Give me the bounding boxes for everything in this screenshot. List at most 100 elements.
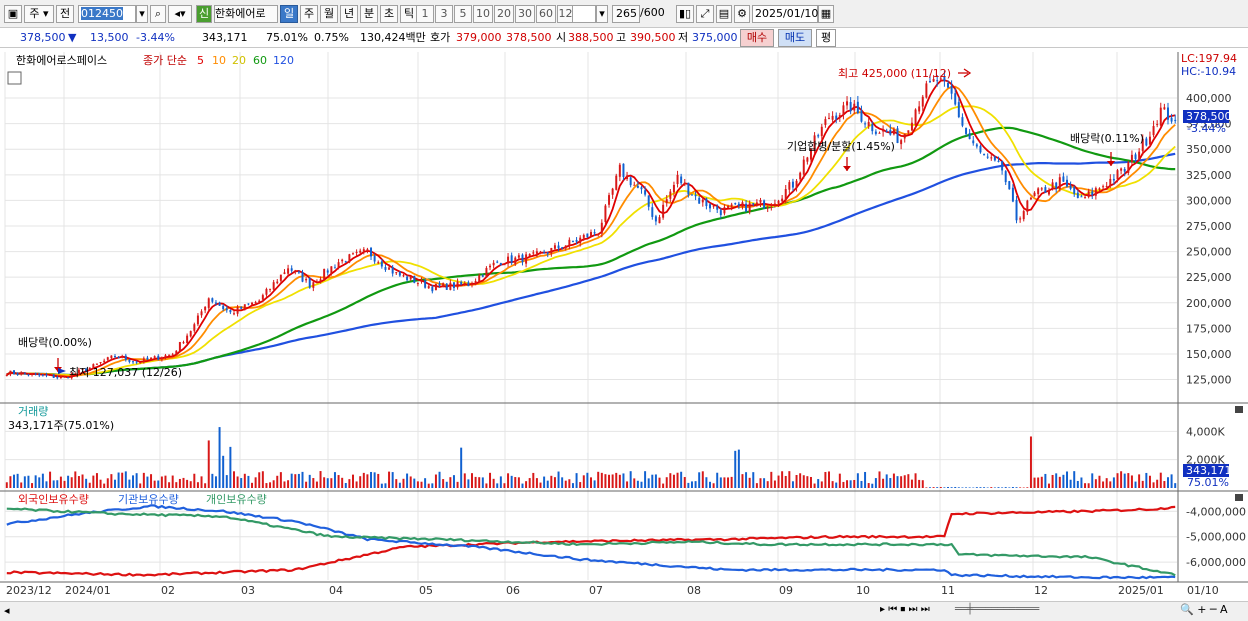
candle-body [568,239,571,246]
scroll-controls[interactable]: ▸ ⏮ ⏹ ⏭ ⏭ [880,604,930,615]
scroll-left-icon[interactable]: ◂ [4,604,10,617]
volume-bar [618,474,621,488]
buy-button[interactable]: 매수 [740,29,774,47]
volume-bar [651,474,654,488]
volume-bar [543,476,546,488]
volume-bar [1015,487,1018,488]
gear-icon[interactable]: ⚙ [734,5,750,23]
volume-bar [438,471,441,488]
volume-bar [420,481,423,488]
volume-bar [723,477,726,488]
legend-ma20: 20 [232,54,246,67]
count-input[interactable]: 265 [612,5,640,23]
interval-button-10[interactable]: 10 [473,5,493,23]
interval-button-3[interactable]: 3 [435,5,453,23]
volume-bar [380,483,383,488]
zoom-slider[interactable]: ══╪═══════════ [955,604,1040,615]
candle-body [831,115,834,120]
candle-body [1026,200,1029,212]
time-tick-label: 2024/01 [65,584,111,597]
sell-button[interactable]: 매도 [778,29,812,47]
flat-button[interactable]: 평 [816,29,836,47]
candle-body [27,374,30,376]
volume-bar [499,476,502,488]
volume-bar [67,475,70,488]
volume-bar [471,473,473,488]
candle-body [388,267,391,270]
volume-bar [160,476,163,488]
candle-body [1047,190,1050,195]
interval-button-20[interactable]: 20 [494,5,514,23]
window-icon[interactable]: ▣ [4,5,22,23]
stock-name: 한화에어로 [214,5,278,23]
period-button-0[interactable]: 일 [280,5,298,23]
candle-body [900,140,903,145]
price-tick-label: 350,000 [1186,143,1232,156]
time-tick-label: 2023/12 [6,584,52,597]
type-select-1[interactable]: 주 ▾ [24,5,54,23]
period-button-5[interactable]: 초 [380,5,398,23]
volume-bar [503,483,506,488]
volume-bar [532,472,535,488]
scroll-bar[interactable]: ◂ ▸ ⏮ ⏹ ⏭ ⏭ ══╪═══════════ 🔍 + ─ A [0,601,1248,621]
draw-tool-icon[interactable]: ⤢ [696,5,714,23]
code-dropdown-icon[interactable]: ▾ [136,5,148,23]
volume-bar [914,473,917,488]
volume-bar [1051,474,1054,488]
volume-bar [647,478,650,488]
period-button-3[interactable]: 년 [340,5,358,23]
candle-body [1087,191,1090,198]
table-toggle-icon[interactable] [7,71,22,85]
period-button-4[interactable]: 분 [360,5,378,23]
volume-bar [842,481,845,488]
candle-body [232,313,235,315]
volume-bar [341,477,344,488]
zoom-controls[interactable]: 🔍 + ─ A [1180,603,1228,616]
calendar-icon[interactable]: ▦ [818,5,834,23]
volume-bar [1105,478,1108,488]
interval-button-5[interactable]: 5 [454,5,472,23]
candle-body [903,133,906,139]
volume-bar [593,480,596,488]
speaker-icon[interactable]: ◂▾ [168,5,192,23]
candle-body [247,303,250,305]
interval-button-30[interactable]: 30 [515,5,535,23]
interval-button-1[interactable]: 1 [416,5,434,23]
volume-bar [146,476,149,488]
volume-bar [81,474,84,488]
period-button-6[interactable]: 틱 [400,5,418,23]
candle-body [499,263,502,266]
candle-type-icon[interactable]: ▮▯ [676,5,694,23]
interval-button-60[interactable]: 60 [536,5,556,23]
volume-bar [1163,481,1166,488]
holding-panel-close-icon [1235,494,1243,501]
candle-body [665,199,668,204]
type-select-2[interactable]: 전 [56,5,74,23]
period-button-1[interactable]: 주 [300,5,318,23]
save-icon[interactable]: ▤ [716,5,732,23]
search-icon[interactable]: ⌕ [150,5,166,23]
candle-body [373,255,376,262]
volume-bar [1109,481,1112,488]
volume-bar [557,471,560,488]
volume-bar [997,487,1000,488]
volume-bar [993,487,996,488]
interval-dropdown-icon[interactable]: ▾ [596,5,608,23]
stock-chart[interactable]: 400,000375,000350,000325,000300,000275,0… [0,48,1248,601]
candle-body [204,306,207,311]
candle-body [99,362,102,364]
date-input[interactable]: 2025/01/10 [752,5,818,23]
volume-bar [676,472,679,488]
period-button-2[interactable]: 월 [320,5,338,23]
volume-bar [871,483,874,488]
open-price: 388,500 [568,31,614,44]
candle-body [892,129,895,135]
candle-body [124,355,127,360]
volume-bar [254,477,257,488]
candle-body [856,101,859,113]
candle-body [290,268,293,271]
candle-body [175,350,178,355]
volume-bar [611,474,614,488]
code-input[interactable]: 012450 [78,5,136,23]
interval-input[interactable] [572,5,596,23]
